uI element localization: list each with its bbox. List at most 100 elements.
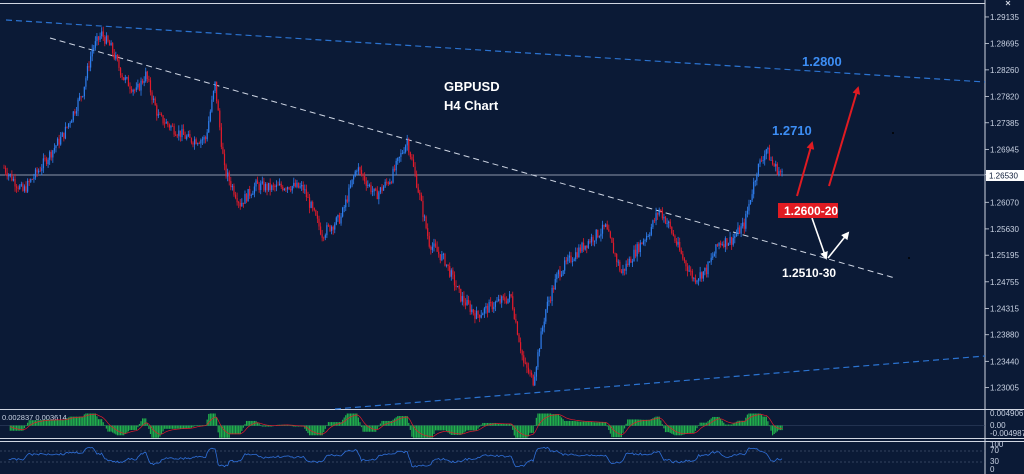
histogram-bar (373, 425, 375, 432)
histogram-bar (650, 419, 652, 426)
candle-bull (406, 139, 408, 146)
histogram-bar (638, 419, 640, 426)
candle-bull (187, 134, 189, 137)
candle-bull (56, 138, 59, 146)
price-tick-label: 1.25195 (990, 251, 1019, 260)
candle-bull (326, 225, 328, 236)
candle-bear (195, 139, 197, 144)
candle-bear (411, 156, 413, 160)
candle-bear (123, 77, 125, 81)
histogram-bar (485, 422, 487, 426)
histogram-bar (504, 423, 506, 426)
price-axis: 1.29135 1.28695 1.28260 1.27820 1.27385 1.269… (985, 13, 1019, 393)
candle-bull (382, 186, 385, 191)
candle-bull (79, 96, 81, 100)
candle-bull (8, 174, 10, 177)
candle-bear (428, 236, 430, 247)
histogram-bar (620, 425, 622, 438)
histogram-bar (293, 425, 295, 427)
histogram-bar (691, 425, 693, 434)
candle-bull (124, 77, 126, 81)
candle-bear (88, 66, 90, 68)
histogram-bar (679, 425, 681, 436)
candle-bear (616, 254, 618, 262)
histogram-bar (590, 421, 593, 426)
candle-bull (732, 238, 734, 245)
histogram-bar (231, 425, 233, 435)
candle-bull (540, 331, 542, 350)
level-box-12600-20 (778, 203, 838, 218)
candle-bear (515, 319, 517, 322)
histogram-bar (718, 416, 720, 426)
histogram-bar (189, 425, 191, 429)
histogram-bar (118, 425, 120, 436)
histogram-bar (521, 425, 523, 438)
histogram-bar (482, 422, 484, 426)
candle-bear (149, 80, 152, 93)
histogram-bar (419, 425, 421, 438)
histogram-bar (663, 425, 665, 429)
candle-bull (324, 235, 326, 238)
histogram-bar (201, 425, 204, 426)
histogram-bar (644, 419, 646, 426)
candle-bull (301, 184, 303, 187)
histogram-bar (436, 425, 438, 431)
histogram-bar (308, 425, 311, 436)
candle-bull (568, 255, 571, 258)
candle-bear (660, 209, 662, 211)
histogram-bar (264, 425, 267, 427)
candle-bull (53, 148, 55, 151)
histogram-bar (579, 421, 582, 426)
histogram-bar (723, 422, 725, 426)
histogram-bar (625, 423, 627, 426)
close-icon[interactable] (1003, 0, 1017, 7)
candle-bear (182, 129, 185, 135)
histogram-bar (518, 425, 520, 438)
candle-bear (449, 266, 451, 277)
histogram-bar (250, 420, 252, 426)
candle-bear (611, 237, 613, 243)
candle-bear (332, 226, 334, 230)
histogram-bar (671, 425, 673, 434)
level-label-12600-20: 1.2600-20 (784, 204, 838, 218)
histogram-bar (392, 419, 394, 426)
histogram-bar (646, 419, 648, 426)
candle-bear (305, 189, 307, 198)
candle-bear (452, 270, 454, 275)
candle-bear (716, 244, 719, 246)
candle-bull (704, 267, 706, 272)
histogram-bar (464, 425, 467, 432)
candle-bear (222, 146, 224, 154)
histogram-bar (34, 420, 37, 426)
histogram-bar (245, 420, 248, 426)
histogram-bar (760, 414, 763, 426)
histogram-bar (471, 425, 473, 431)
histogram-bar (52, 419, 54, 426)
histogram-bar (97, 419, 100, 426)
candle-bear (439, 254, 441, 261)
indicator1-tick-label: 0.00 (990, 421, 1006, 430)
candle-bear (520, 342, 522, 351)
histogram-bar (664, 425, 667, 433)
candle-bear (705, 267, 708, 275)
candle-bear (499, 299, 501, 303)
histogram-bar (453, 425, 456, 435)
histogram-bar (576, 421, 578, 426)
histogram-bar (732, 423, 734, 426)
histogram-bar (208, 413, 210, 426)
histogram-bar (627, 419, 629, 426)
histogram-bar (351, 413, 353, 426)
histogram-bar (455, 425, 457, 435)
candle-bull (554, 279, 556, 290)
candle-bear (723, 244, 725, 248)
candle-bull (231, 185, 233, 188)
candles (3, 26, 783, 387)
histogram-bar (737, 420, 739, 426)
histogram-bar (452, 425, 454, 435)
candle-bull (354, 171, 356, 177)
histogram-bar (666, 425, 668, 433)
indicator1-signal-line (10, 413, 783, 438)
histogram-bar (19, 425, 21, 431)
candle-bear (216, 81, 218, 102)
candle-bull (247, 189, 249, 202)
